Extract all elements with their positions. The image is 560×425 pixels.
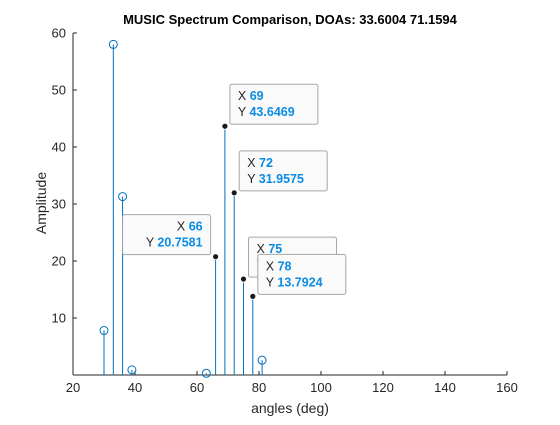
y-tick-label: 60 — [52, 26, 66, 41]
x-tick-label: 140 — [434, 380, 456, 395]
datatip-x-value: 72 — [259, 156, 273, 170]
datatip[interactable]: X 72Y 31.9575 — [238, 150, 328, 192]
datatip-box — [229, 83, 319, 125]
datatip-x-text: X 75 — [257, 242, 283, 256]
y-tick-label: 20 — [52, 254, 66, 269]
y-tick-label: 10 — [52, 311, 66, 326]
axes: 20 40 60 80 100 120 140 160 10 20 30 40 50 60 — [52, 26, 518, 396]
x-axis-label: angles (deg) — [251, 400, 329, 416]
datatip[interactable]: X 69Y 43.6469 — [229, 83, 319, 125]
datatip-y-label: Y — [247, 172, 259, 186]
datatip-y-label: Y — [146, 236, 158, 250]
y-tick-label: 40 — [52, 140, 66, 155]
y-axis-label: Amplitude — [33, 172, 49, 234]
datatip-y-value: 20.7581 — [157, 236, 202, 250]
x-tick-label: 60 — [190, 380, 204, 395]
datatip-y-value: 31.9575 — [259, 172, 304, 186]
datatip[interactable]: X 78Y 13.7924 — [257, 253, 347, 295]
datatip-marker — [221, 122, 229, 130]
datatip-x-text: X 66 — [177, 220, 203, 234]
stem-marker — [127, 365, 137, 375]
datatip-y-label: Y — [238, 105, 250, 119]
datatip-y-text: Y 20.7581 — [146, 236, 203, 250]
stem-marker — [257, 355, 267, 365]
datatip-x-label: X — [257, 242, 269, 256]
stem-marker — [108, 39, 118, 49]
datatip-marker — [212, 253, 220, 261]
datatip-x-text: X 78 — [266, 259, 292, 273]
y-tick-label: 30 — [52, 197, 66, 212]
datatip-x-label: X — [238, 89, 250, 103]
stem-marker — [201, 368, 211, 378]
stem-marker — [118, 192, 128, 202]
x-tick-label: 20 — [66, 380, 80, 395]
datatip-x-value: 75 — [268, 242, 282, 256]
datatip-x-label: X — [266, 259, 278, 273]
chart-title: MUSIC Spectrum Comparison, DOAs: 33.6004… — [123, 12, 458, 27]
datatip-marker — [249, 292, 257, 300]
datatip-y-label: Y — [266, 275, 278, 289]
datatip-y-text: Y 31.9575 — [247, 172, 304, 186]
x-tick-label: 100 — [310, 380, 332, 395]
datatip-box — [122, 214, 212, 256]
datatip-x-value: 69 — [250, 89, 264, 103]
datatip-y-text: Y 43.6469 — [238, 105, 295, 119]
x-tick-label: 80 — [252, 380, 266, 395]
datatip-x-label: X — [177, 220, 189, 234]
datatip-box — [238, 150, 328, 192]
x-tick-label: 40 — [128, 380, 142, 395]
datatip-x-text: X 69 — [238, 89, 264, 103]
datatip-marker — [240, 275, 247, 283]
datatip-y-value: 13.7924 — [277, 275, 322, 289]
datatip-x-label: X — [247, 156, 259, 170]
x-tick-label: 120 — [372, 380, 394, 395]
datatip-box — [257, 253, 347, 295]
datatip-y-text: Y 13.7924 — [266, 275, 323, 289]
x-tick-label: 160 — [496, 380, 518, 395]
datatip-x-value: 66 — [189, 220, 203, 234]
datatip-x-text: X 72 — [247, 156, 273, 170]
y-tick-label: 50 — [52, 83, 66, 98]
datatip-y-value: 43.6469 — [249, 105, 294, 119]
datatip[interactable]: X 66 Y 20.7581 — [122, 214, 212, 256]
stem-marker — [99, 326, 109, 336]
datatip-x-value: 78 — [278, 259, 292, 273]
datatip-marker — [230, 189, 238, 197]
